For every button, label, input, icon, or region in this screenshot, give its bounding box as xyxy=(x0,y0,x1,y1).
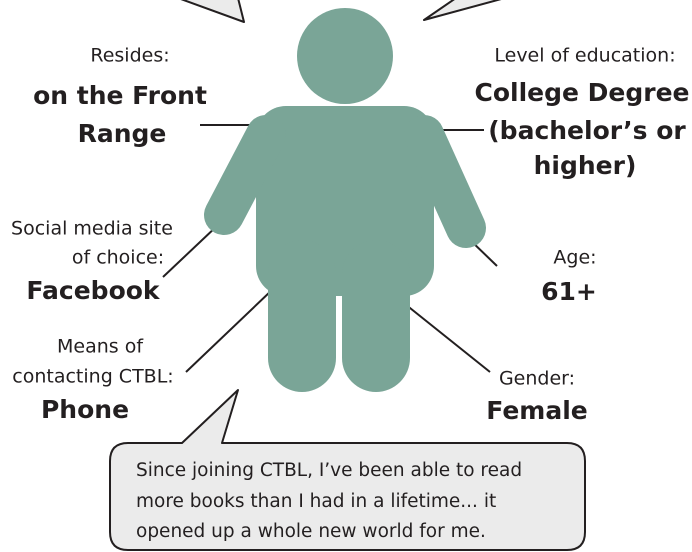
connector xyxy=(394,295,491,373)
callout-contact: Means of contacting CTBL: Phone xyxy=(12,336,173,425)
callout-value: (bachelor’s or xyxy=(488,116,686,145)
speech-bubble-tail xyxy=(180,0,245,23)
callout-value: higher) xyxy=(534,151,637,180)
quote-line: opened up a whole new world for me. xyxy=(136,521,486,542)
connector xyxy=(185,289,273,373)
callout-value: Female xyxy=(486,396,587,425)
callout-social-media: Social media site of choice: Facebook xyxy=(11,218,173,306)
callout-value: Phone xyxy=(41,395,129,424)
callout-label: Social media site xyxy=(11,218,173,240)
callout-label: Gender: xyxy=(499,368,575,390)
quote-line: Since joining CTBL, I’ve been able to re… xyxy=(136,460,522,481)
left-arm xyxy=(204,115,286,235)
left-leg xyxy=(268,240,336,392)
quote: Since joining CTBL, I’ve been able to re… xyxy=(136,460,522,542)
callout-resides: Resides: on the Front Range xyxy=(33,45,207,149)
person-figure xyxy=(204,8,486,392)
callout-value: College Degree xyxy=(474,78,689,107)
right-leg xyxy=(342,240,410,392)
callout-education: Level of education: College Degree (bach… xyxy=(474,45,689,181)
callout-age: Age: 61+ xyxy=(541,247,597,307)
callout-label: Level of education: xyxy=(494,45,675,67)
callout-label: of choice: xyxy=(72,247,164,269)
callout-value: Range xyxy=(78,119,167,148)
callout-gender: Gender: Female xyxy=(486,368,587,426)
callout-label: Means of xyxy=(57,336,144,358)
callout-value: Facebook xyxy=(26,276,161,305)
connector xyxy=(162,224,219,278)
callout-value: on the Front xyxy=(33,81,207,110)
callout-label: contacting CTBL: xyxy=(12,366,173,388)
right-arm xyxy=(404,115,486,248)
speech-bubble-tail xyxy=(423,0,502,21)
callout-label: Resides: xyxy=(90,45,169,67)
head xyxy=(297,8,393,104)
quote-bubble xyxy=(109,389,586,551)
callout-label: Age: xyxy=(553,247,596,269)
quote-line: more books than I had in a lifetime... i… xyxy=(136,491,496,512)
callout-value: 61+ xyxy=(541,277,597,306)
